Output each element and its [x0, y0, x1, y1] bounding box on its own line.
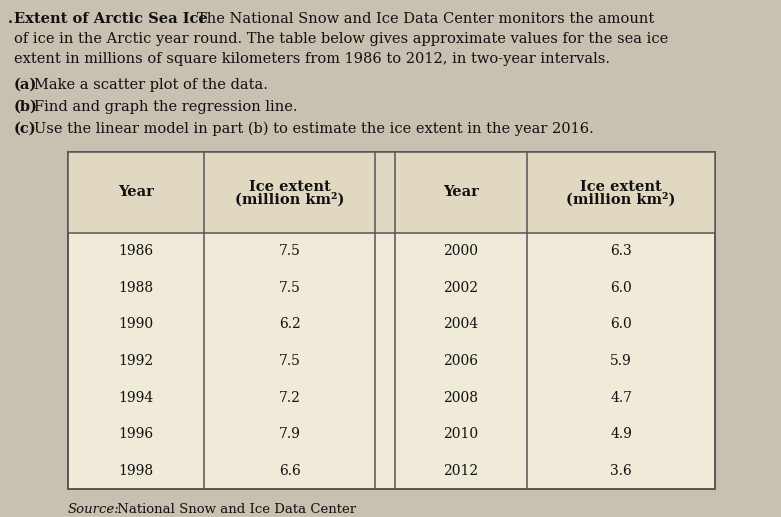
- Text: 1994: 1994: [118, 390, 154, 404]
- Text: National Snow and Ice Data Center: National Snow and Ice Data Center: [113, 503, 356, 516]
- Text: 3.6: 3.6: [610, 464, 632, 478]
- Text: The National Snow and Ice Data Center monitors the amount: The National Snow and Ice Data Center mo…: [197, 12, 654, 26]
- Bar: [68, 152, 715, 233]
- Text: 6.6: 6.6: [279, 464, 301, 478]
- Text: Find and graph the regression line.: Find and graph the regression line.: [34, 100, 298, 114]
- Text: Year: Year: [118, 186, 154, 200]
- Text: 2010: 2010: [444, 427, 479, 441]
- Text: 2002: 2002: [444, 281, 479, 295]
- Text: 7.9: 7.9: [279, 427, 301, 441]
- Text: Source:: Source:: [68, 503, 119, 516]
- Bar: [68, 152, 715, 489]
- Text: 5.9: 5.9: [610, 354, 632, 368]
- Text: 4.7: 4.7: [610, 390, 632, 404]
- Text: Extent of Arctic Sea Ice: Extent of Arctic Sea Ice: [14, 12, 208, 26]
- Text: 7.5: 7.5: [279, 354, 301, 368]
- Text: (million km²): (million km²): [566, 192, 676, 207]
- Text: (c): (c): [14, 122, 37, 136]
- Text: 1992: 1992: [119, 354, 154, 368]
- Text: 2000: 2000: [444, 244, 479, 258]
- Text: 6.2: 6.2: [279, 317, 301, 331]
- Text: 4.9: 4.9: [610, 427, 632, 441]
- Text: 2006: 2006: [444, 354, 479, 368]
- Text: (a): (a): [14, 78, 37, 92]
- Text: (million km²): (million km²): [235, 192, 344, 207]
- Text: 6.0: 6.0: [610, 281, 632, 295]
- Text: 7.2: 7.2: [279, 390, 301, 404]
- Text: 1986: 1986: [119, 244, 154, 258]
- Text: Use the linear model in part (b) to estimate the ice extent in the year 2016.: Use the linear model in part (b) to esti…: [34, 122, 594, 136]
- Text: 1996: 1996: [119, 427, 154, 441]
- Text: 7.5: 7.5: [279, 244, 301, 258]
- Text: Make a scatter plot of the data.: Make a scatter plot of the data.: [34, 78, 268, 92]
- Text: 1990: 1990: [119, 317, 154, 331]
- Text: 1988: 1988: [119, 281, 154, 295]
- Text: 6.0: 6.0: [610, 317, 632, 331]
- Text: Ice extent: Ice extent: [580, 180, 662, 194]
- Text: extent in millions of square kilometers from 1986 to 2012, in two-year intervals: extent in millions of square kilometers …: [14, 52, 610, 66]
- Text: 2012: 2012: [444, 464, 479, 478]
- Text: Ice extent: Ice extent: [248, 180, 330, 194]
- Text: 7.5: 7.5: [279, 281, 301, 295]
- Text: .: .: [8, 12, 18, 26]
- Text: 6.3: 6.3: [610, 244, 632, 258]
- Text: of ice in the Arctic year round. The table below gives approximate values for th: of ice in the Arctic year round. The tab…: [14, 32, 669, 46]
- Text: 2008: 2008: [444, 390, 479, 404]
- Text: Year: Year: [443, 186, 479, 200]
- Text: (b): (b): [14, 100, 37, 114]
- Text: 2004: 2004: [444, 317, 479, 331]
- Text: 1998: 1998: [119, 464, 154, 478]
